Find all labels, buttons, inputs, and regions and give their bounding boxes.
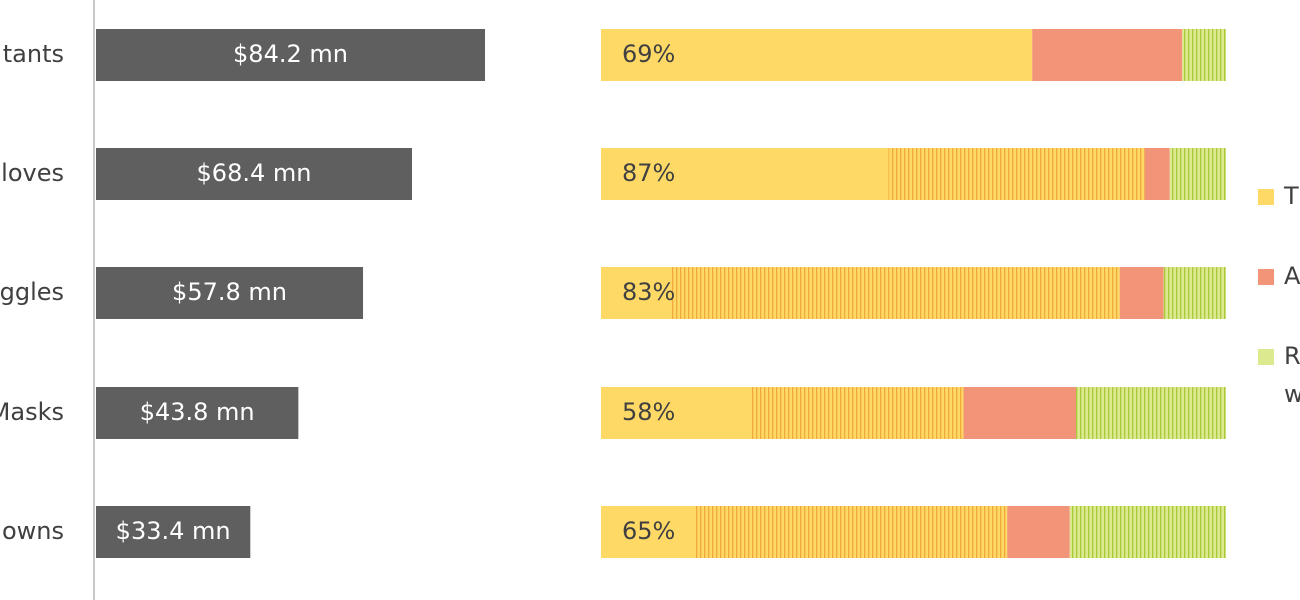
bar-segment — [1182, 29, 1226, 81]
hatched-segment — [694, 506, 1008, 558]
value-label: $84.2 mn — [233, 40, 348, 68]
hatched-segment — [669, 267, 1120, 319]
bar — [96, 506, 251, 558]
value-label: $68.4 mn — [197, 159, 312, 187]
legend-swatch — [1258, 269, 1274, 285]
bar — [96, 267, 364, 319]
bar-segment — [1169, 148, 1226, 200]
category-label: owns — [2, 517, 64, 545]
category-label: tants — [3, 40, 64, 68]
bar — [96, 387, 299, 439]
value-label: 65% — [622, 517, 675, 545]
bar-segment — [1069, 506, 1226, 558]
value-label: 58% — [622, 398, 675, 426]
bar — [96, 29, 486, 81]
bar-segment — [1163, 267, 1226, 319]
hatched-segment — [751, 387, 964, 439]
value-label: 83% — [622, 278, 675, 306]
category-label: loves — [1, 159, 64, 187]
bar-segment — [1076, 387, 1226, 439]
bar-segment — [963, 387, 1076, 439]
legend-label: T — [1283, 182, 1299, 210]
hatched-segment — [888, 148, 1145, 200]
value-label: 69% — [622, 40, 675, 68]
bar-segment — [1119, 267, 1164, 319]
value-label: $33.4 mn — [116, 517, 231, 545]
legend-swatch — [1258, 349, 1274, 365]
bar-segment — [1144, 148, 1170, 200]
bar-segment — [601, 29, 1033, 81]
value-label: $57.8 mn — [172, 278, 287, 306]
value-label: 87% — [622, 159, 675, 187]
legend-label: A — [1284, 262, 1300, 290]
bar-segment — [1032, 29, 1183, 81]
category-label: ggles — [0, 278, 64, 306]
value-label: $43.8 mn — [140, 398, 255, 426]
bar-segment — [1007, 506, 1070, 558]
category-label: Masks — [0, 398, 64, 426]
bar — [96, 148, 413, 200]
legend-swatch — [1258, 189, 1274, 205]
